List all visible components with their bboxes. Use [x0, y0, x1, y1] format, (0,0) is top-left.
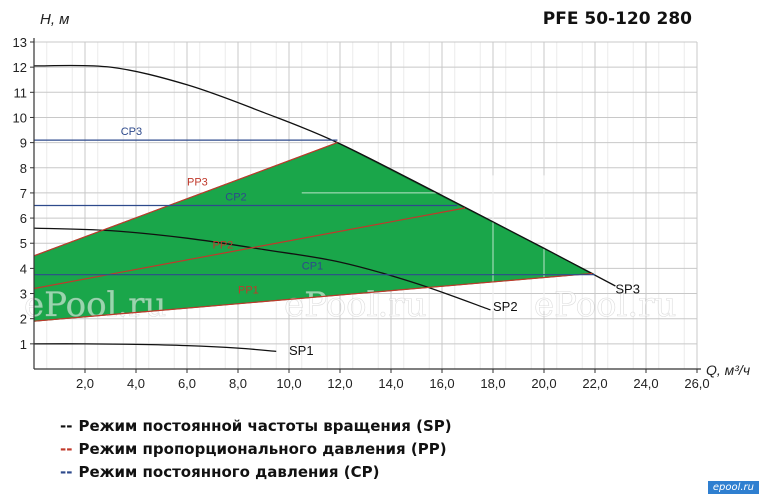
legend: -- Режим постоянной частоты вращения (SP… — [60, 414, 452, 483]
y-tick-label: 13 — [13, 35, 27, 50]
legend-item-pp: -- Режим пропорционального давления (PP) — [60, 437, 452, 460]
series-pp1 — [33, 272, 593, 322]
watermark-text: ePool.ru — [284, 285, 426, 325]
series-sp1 — [33, 343, 277, 353]
axes — [30, 38, 701, 373]
legend-dash-sp: -- — [60, 416, 73, 435]
legend-item-cp: -- Режим постоянного давления (CP) — [60, 460, 452, 483]
x-tick-label: 6,0 — [178, 376, 196, 391]
y-tick-label: 7 — [20, 186, 27, 201]
legend-label-pp: Режим пропорционального давления (PP) — [78, 439, 447, 458]
chart-title: PFE 50-120 280 — [543, 9, 692, 29]
y-tick-label: 3 — [20, 287, 27, 302]
x-tick-label: 14,0 — [378, 376, 403, 391]
x-tick-label: 10,0 — [276, 376, 301, 391]
grid — [34, 41, 698, 369]
series-label-pp2: PP2 — [213, 239, 234, 251]
watermark-text: ePool.ru — [534, 285, 676, 325]
y-tick-label: 6 — [20, 211, 27, 226]
x-tick-label: 16,0 — [429, 376, 454, 391]
y-tick-label: 9 — [20, 136, 27, 151]
series-layer — [33, 64, 616, 353]
x-tick-label: 20,0 — [531, 376, 556, 391]
corner-logo: epool.ru — [707, 481, 759, 494]
watermark: ePool.ru ePool.ru ePool.ru — [24, 285, 677, 326]
y-tick-label: 12 — [13, 60, 27, 75]
x-tick-label: 22,0 — [582, 376, 607, 391]
series-sp2 — [33, 227, 491, 311]
x-tick-label: 4,0 — [127, 376, 145, 391]
x-tick-label: 8,0 — [229, 376, 247, 391]
y-tick-label: 1 — [20, 337, 27, 352]
y-axis-label: H, м — [40, 11, 69, 28]
legend-label-cp: Режим постоянного давления (CP) — [78, 462, 380, 481]
series-label-sp3: SP3 — [615, 282, 640, 297]
series-pp3 — [33, 142, 338, 257]
series-label-sp2: SP2 — [493, 299, 518, 314]
y-tick-label: 2 — [20, 312, 27, 327]
x-tick-label: 2,0 — [76, 376, 94, 391]
series-sp3 — [33, 64, 616, 287]
legend-label-sp: Режим постоянной частоты вращения (SP) — [78, 416, 452, 435]
x-tick-label: 12,0 — [327, 376, 352, 391]
y-tick-label: 5 — [20, 236, 27, 251]
x-tick-label: 24,0 — [633, 376, 658, 391]
legend-item-sp: -- Режим постоянной частоты вращения (SP… — [60, 414, 452, 437]
y-tick-label: 4 — [20, 261, 27, 276]
series-label-pp1: PP1 — [238, 285, 259, 297]
legend-dash-pp: -- — [60, 439, 73, 458]
series-label-cp1: CP1 — [302, 261, 323, 273]
y-tick-label: 8 — [20, 161, 27, 176]
y-tick-label: 11 — [14, 85, 28, 100]
watermark-text: ePool.ru — [24, 285, 166, 325]
y-tick-label: 10 — [13, 110, 27, 125]
series-label-cp3: CP3 — [121, 126, 142, 138]
x-axis-label: Q, м³/ч — [706, 362, 750, 378]
labels: SP1 SP2 SP3 PP3 PP2 PP1 CP3 CP2 CP1 2,0 4,0 6,0 8,0 1… — [13, 9, 751, 391]
x-tick-label: 18,0 — [480, 376, 505, 391]
pump-curve-chart: ePool.ru ePool.ru ePool.ru SP1 SP2 SP3 PP3 PP2… — [13, 9, 751, 391]
series-label-cp2: CP2 — [225, 191, 246, 203]
series-label-sp1: SP1 — [289, 343, 314, 358]
x-tick-label: 26,0 — [684, 376, 709, 391]
legend-dash-cp: -- — [60, 462, 73, 481]
series-label-pp3: PP3 — [187, 176, 208, 188]
